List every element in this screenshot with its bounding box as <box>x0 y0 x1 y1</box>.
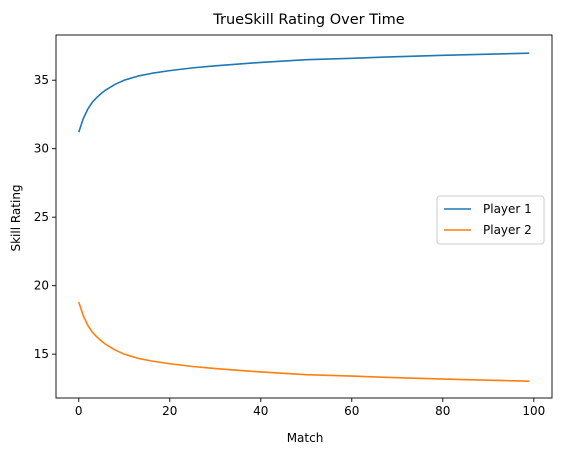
axes-frame <box>55 34 553 399</box>
x-tick-label: 80 <box>435 404 450 418</box>
y-tick-label: 15 <box>34 347 49 361</box>
legend-label-2: Player 2 <box>483 223 532 237</box>
plot-area: 0 20 40 60 80 100 15 20 25 30 35 <box>34 34 553 418</box>
x-tick-label: 0 <box>75 404 83 418</box>
x-tick-label: 60 <box>344 404 359 418</box>
y-tick-label: 35 <box>34 73 49 87</box>
legend-label-1: Player 1 <box>483 202 532 216</box>
series-line-2 <box>77 301 530 382</box>
x-tick-label: 20 <box>162 404 177 418</box>
x-axis-label: Match <box>287 431 324 445</box>
chart-title: TrueSkill Rating Over Time <box>212 12 405 28</box>
legend-box <box>436 195 545 245</box>
y-axis-label: Skill Rating <box>9 184 23 251</box>
x-tick-label: 100 <box>522 404 545 418</box>
y-tick-label: 20 <box>34 279 49 293</box>
legend: Player 1 Player 2 <box>436 195 545 245</box>
y-tick-label: 30 <box>34 142 49 156</box>
x-tick-label: 40 <box>253 404 268 418</box>
series-line-1 <box>77 52 530 133</box>
y-tick-label: 25 <box>34 210 49 224</box>
